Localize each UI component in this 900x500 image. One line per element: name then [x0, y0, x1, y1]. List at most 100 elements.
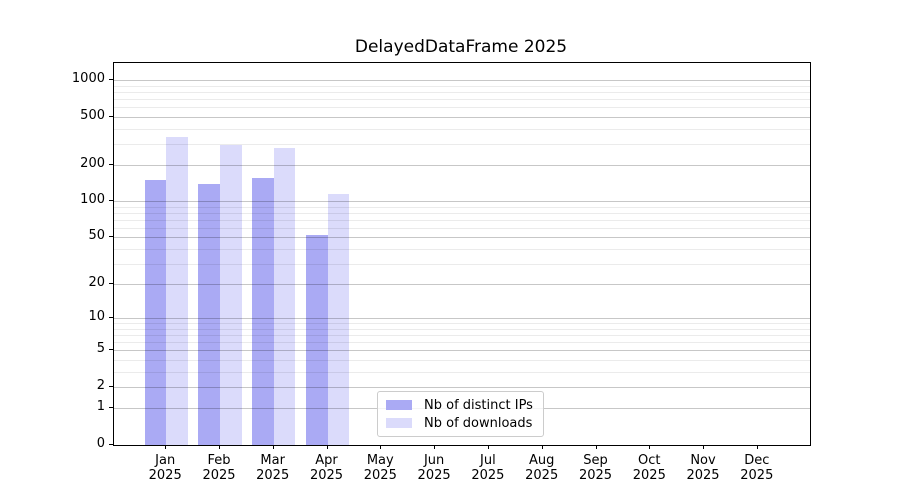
gridline-major [114, 318, 810, 320]
x-tick-year: 2025 [578, 468, 613, 483]
gridline-major [114, 116, 810, 118]
gridline-minor [114, 360, 810, 361]
y-tick-label: 1000 [71, 71, 105, 87]
x-tick [380, 445, 382, 449]
gridline-minor [114, 342, 810, 344]
x-tick [541, 445, 543, 449]
bar-nb-of-downloads-mar [273, 148, 296, 445]
plot-area [113, 62, 811, 446]
x-tick-month: Sep [583, 453, 608, 468]
y-tick [109, 386, 113, 387]
y-tick [109, 283, 113, 285]
legend-swatch [386, 400, 412, 410]
y-tick-label: 0 [96, 436, 105, 451]
x-tick-year: 2025 [632, 468, 666, 483]
y-tick [109, 349, 113, 351]
x-tick-month: Jul [480, 453, 496, 468]
x-tick-label: Feb 2025 [187, 453, 251, 483]
bar-nb-of-distinct-ips-jan [144, 180, 167, 445]
x-tick-month: Feb [207, 453, 231, 468]
bar-nb-of-downloads-feb [220, 144, 242, 445]
x-tick-label: Jul 2025 [456, 453, 520, 483]
bar-nb-of-distinct-ips-feb [198, 183, 220, 445]
y-tick-label: 500 [80, 107, 105, 123]
gridline-minor [114, 213, 810, 214]
x-tick-label: Sep 2025 [564, 453, 628, 483]
gridline-major [114, 350, 810, 352]
gridline-minor [114, 263, 810, 265]
x-tick [219, 445, 220, 449]
gridline-minor [114, 107, 810, 109]
y-tick [109, 79, 113, 81]
x-tick-label: Nov 2025 [671, 453, 735, 483]
x-tick [756, 445, 758, 449]
x-tick-month: Apr [315, 453, 338, 468]
gridline-major [114, 201, 810, 203]
gridline-major [114, 284, 810, 286]
gridline-major [114, 387, 810, 388]
gridline-minor [114, 219, 810, 221]
legend-label: Nb of distinct IPs [424, 397, 533, 413]
x-tick [326, 445, 328, 449]
gridline-minor [114, 335, 810, 337]
gridline-minor [114, 143, 810, 145]
y-tick-label: 20 [88, 275, 105, 291]
y-tick-label: 200 [80, 156, 105, 171]
y-tick-label: 5 [96, 341, 105, 357]
gridline-minor [114, 248, 810, 250]
y-tick [109, 444, 113, 445]
x-tick-label: Apr 2025 [295, 453, 359, 483]
x-tick [649, 445, 651, 449]
gridline-major [114, 80, 810, 82]
x-tick [434, 445, 436, 449]
y-tick-label: 1 [96, 399, 105, 415]
gridline-minor [114, 85, 810, 87]
bar-nb-of-distinct-ips-mar [252, 178, 274, 445]
x-tick-year: 2025 [525, 468, 559, 483]
x-tick-month: Mar [260, 453, 285, 468]
x-tick-month: Nov [690, 453, 716, 468]
gridline-minor [114, 371, 810, 373]
gridline-major [114, 237, 810, 239]
y-tick [109, 200, 113, 202]
x-tick-year: 2025 [148, 468, 182, 483]
x-tick-year: 2025 [471, 468, 505, 483]
x-tick-year: 2025 [686, 468, 720, 483]
x-tick [272, 445, 274, 449]
x-tick [595, 445, 597, 449]
x-tick-month: Jun [423, 453, 445, 468]
bar-nb-of-downloads-apr [327, 193, 349, 445]
x-tick-month: Dec [744, 453, 770, 468]
x-tick-year: 2025 [202, 468, 236, 483]
gridline-minor [114, 92, 810, 93]
gridline-minor [114, 329, 810, 330]
y-tick-label: 50 [88, 228, 105, 244]
legend: Nb of distinct IPs Nb of downloads [377, 391, 544, 437]
x-tick-year: 2025 [363, 468, 397, 483]
y-tick-label: 100 [80, 192, 105, 208]
bar-nb-of-distinct-ips-apr [306, 235, 328, 445]
x-tick-year: 2025 [309, 468, 344, 483]
chart-title: DelayedDataFrame 2025 [354, 37, 568, 57]
gridline-minor [114, 206, 810, 208]
x-tick-label: May 2025 [348, 453, 412, 483]
x-tick-label: Aug 2025 [510, 453, 574, 483]
x-tick-month: Jan [155, 453, 176, 468]
x-tick-label: Jan 2025 [133, 453, 197, 483]
gridline-minor [114, 99, 810, 100]
x-tick-month: May [366, 453, 394, 468]
legend-item-nb-of-distinct-ips: Nb of distinct IPs [386, 396, 535, 414]
gridline-minor [114, 227, 810, 229]
y-tick-label: 10 [88, 309, 105, 325]
x-tick [165, 445, 167, 449]
x-tick-label: Mar 2025 [241, 453, 305, 483]
gridline-minor [114, 323, 810, 325]
x-tick-year: 2025 [256, 468, 290, 483]
x-tick-year: 2025 [417, 468, 451, 483]
bar-nb-of-downloads-jan [166, 137, 188, 445]
x-tick-month: Aug [528, 453, 555, 468]
x-tick-label: Jun 2025 [402, 453, 466, 483]
x-tick-label: Dec 2025 [725, 453, 789, 483]
legend-item-nb-of-downloads: Nb of downloads [386, 414, 535, 432]
